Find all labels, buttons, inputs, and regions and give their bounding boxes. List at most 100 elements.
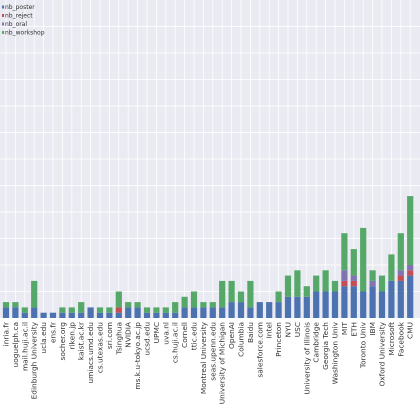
bar-nb_workshop [331,280,339,292]
bar-nb_poster [228,302,235,318]
bar-nb_poster [12,307,19,318]
gridlines [0,0,420,318]
bar-nb_workshop [341,233,348,271]
x-tick-label: CMU [406,322,415,339]
bar-nb_poster [68,312,75,318]
bar-nb_workshop [369,270,376,281]
bar-nb_workshop [228,280,235,303]
bar-nb_poster [181,307,188,318]
legend-label: nb_poster [5,4,35,11]
bar-nb_workshop [284,275,292,297]
bar-nb_poster [96,312,104,318]
x-tick-label: Edinburgh University [30,321,39,399]
bar-nb_poster [2,307,10,318]
x-tick-label: Columbia [237,322,246,357]
bar-nb_workshop [162,307,169,313]
bar-nb_workshop [397,233,404,271]
bar-nb_reject [407,270,414,276]
x-tick-label: umiacs.umd.edu [86,322,95,384]
x-tick-label: University of Michigan [218,322,227,405]
bar-nb_workshop [68,307,75,313]
bar-nb_workshop [209,302,216,308]
bar-nb_poster [190,307,198,318]
bar-nb_workshop [237,291,245,303]
bar-nb_poster [237,302,245,318]
x-tick-label: UPMC [152,322,161,343]
bar-nb_oral [350,275,357,281]
legend-label: nb_oral [5,21,27,28]
bar-nb_poster [331,291,339,318]
bar-nb_workshop [275,291,282,303]
bar-nb_workshop [59,307,66,313]
bar-nb_workshop [21,307,28,313]
bar-nb_workshop [219,280,226,308]
bar-nb_poster [341,286,348,318]
bar-nb_workshop [388,254,395,281]
x-tick-label: uva.nl [161,322,170,345]
legend-label: nb_workshop [5,30,45,37]
bar-nb_poster [87,307,94,318]
bar-nb_poster [247,307,254,318]
bar-nb_poster [200,307,207,318]
bar-nb_workshop [12,302,19,308]
x-tick-label: MIT [340,322,349,336]
x-tick-label: Tsinghua [114,322,123,355]
x-tick-label: seas.upenn.edu [208,322,217,381]
bar-nb_workshop [378,275,386,292]
x-tick-labels: inria.fr uoguelph.ca mail.huji.ac.il Edinbu… [2,321,415,404]
bar-nb_poster [397,280,404,318]
bar-nb_poster [369,286,376,318]
bar-nb_poster [407,275,414,318]
legend-label: nb_reject [5,13,33,20]
bar-nb_poster [322,291,329,318]
x-tick-label: Montreal University [199,321,208,394]
bar-nb_poster [256,302,263,318]
x-tick-label: mail.huji.ac.il [20,322,29,371]
bar-nb_poster [303,296,310,318]
x-tick-label: Cornell [180,322,189,348]
bar-nb_reject [341,280,348,287]
bar-nb_poster [134,307,141,318]
x-tick-label: University of Illinois [302,322,311,395]
x-tick-label: sri.com [105,322,114,349]
x-tick-label: ttic.edu [190,322,199,350]
bar-nb_workshop [143,307,151,313]
bar-nb_poster [49,312,57,318]
bar-nb_poster [266,302,273,318]
bar-nb_workshop [31,280,38,308]
bar-nb_workshop [360,227,367,292]
x-tick-label: NYU [284,322,293,337]
bar-nb_workshop [247,280,254,308]
bar-nb_workshop [200,302,207,308]
bar-nb_oral [397,270,404,276]
bar-nb_poster [172,312,179,318]
x-tick-label: Cambridge [312,322,321,363]
bar-nb_poster [209,307,216,318]
x-tick-label: NVIDIA [124,322,133,348]
x-tick-label: ms.k.u-tokyo.ac.jp [133,322,142,390]
bar-nb_poster [275,302,282,318]
bar-nb_workshop [153,307,160,313]
bar-nb_workshop [350,249,357,276]
bar-nb_poster [106,312,113,318]
bar-nb_reject [350,280,357,287]
x-tick-label: inria.fr [2,321,11,346]
x-tick-label: riken.jp [67,322,76,350]
bar-nb_workshop [313,275,320,292]
x-tick-label: Oxford University [378,321,387,386]
bar-nb_poster [378,291,386,318]
bar-nb_workshop [115,291,122,308]
bar-nb_oral [407,265,414,271]
x-tick-label: OpenAI [227,322,236,349]
x-tick-label: IBM [368,322,377,336]
bar-nb_poster [388,280,395,318]
bar-nb_workshop [96,307,104,313]
x-tick-label: cs.utexas.edu [96,322,105,374]
bar-nb_poster [59,312,66,318]
x-tick-label: Baidu [246,322,255,343]
bar-nb_workshop [303,286,310,297]
x-tick-label: ucla.edu [39,322,48,354]
bar-nb_poster [153,312,160,318]
